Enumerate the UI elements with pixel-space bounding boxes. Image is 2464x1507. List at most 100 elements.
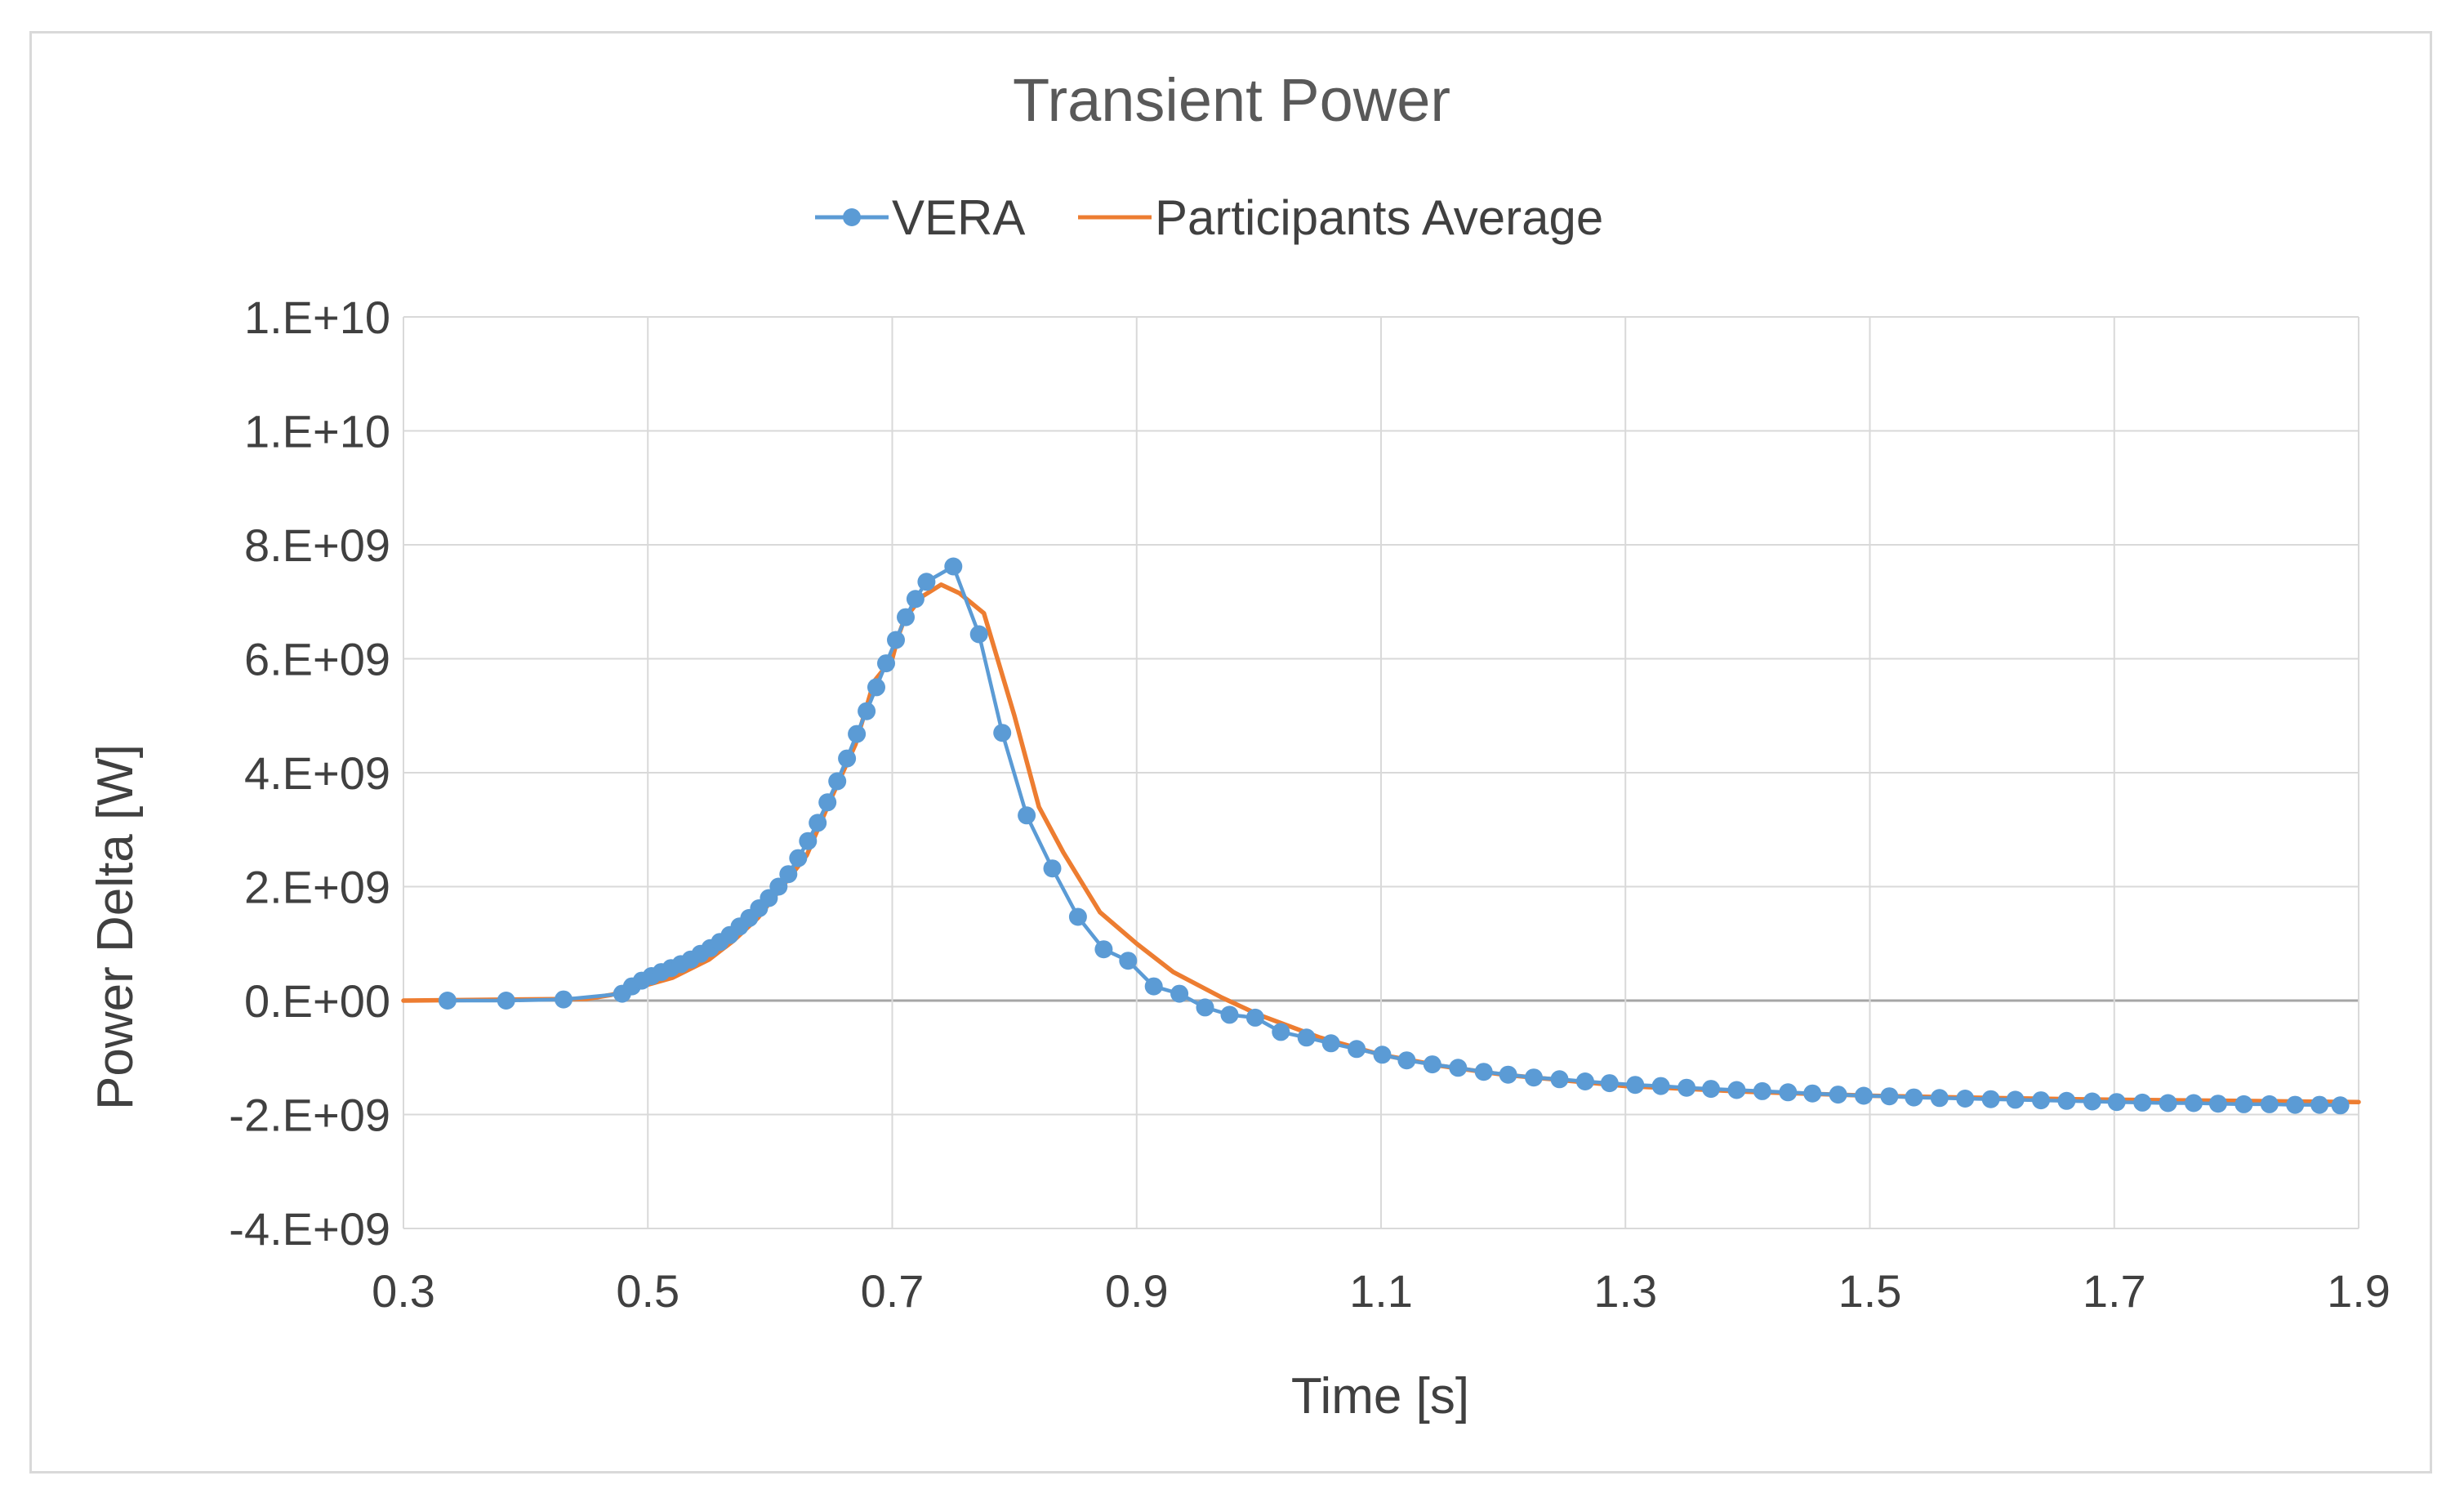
data-point-vera — [2057, 1091, 2076, 1110]
y-tick-label: -4.E+09 — [229, 1203, 390, 1255]
data-point-vera — [438, 992, 457, 1010]
data-point-vera — [1373, 1046, 1392, 1064]
data-point-vera — [818, 793, 837, 812]
chart-title: Transient Power — [1013, 66, 1450, 134]
legend-participants-label: Participants Average — [1155, 190, 1603, 245]
legend: VERA Participants Average — [815, 190, 1603, 245]
data-point-vera — [1245, 1008, 1264, 1027]
data-point-vera — [1170, 984, 1189, 1003]
y-axis-title: Power Delta [W] — [87, 744, 144, 1110]
legend-vera-marker — [843, 208, 861, 226]
data-point-vera — [1702, 1080, 1720, 1099]
data-point-vera — [555, 990, 573, 1009]
data-point-vera — [1525, 1068, 1543, 1087]
legend-vera-label: VERA — [892, 190, 1025, 245]
data-point-vera — [2235, 1095, 2253, 1113]
x-tick-label: 1.1 — [1349, 1265, 1413, 1317]
x-axis-title: Time [s] — [1291, 1368, 1469, 1425]
data-point-vera — [1449, 1059, 1468, 1077]
data-point-vera — [1956, 1090, 1975, 1108]
data-point-vera — [2133, 1093, 2152, 1112]
data-point-vera — [2107, 1093, 2126, 1112]
data-point-vera — [809, 814, 827, 832]
data-point-vera — [2083, 1092, 2101, 1111]
data-point-vera — [1348, 1040, 1366, 1059]
x-tick-label: 0.7 — [861, 1265, 925, 1317]
data-point-vera — [1119, 952, 1138, 970]
chart-frame — [29, 31, 2432, 1474]
data-point-vera — [1575, 1072, 1594, 1090]
data-point-vera — [1272, 1023, 1290, 1041]
data-point-vera — [1196, 998, 1214, 1017]
data-point-vera — [799, 832, 818, 850]
series-line-vera — [445, 564, 2342, 1108]
data-point-vera — [1043, 859, 1062, 878]
data-point-vera — [1626, 1076, 1645, 1095]
data-point-vera — [1981, 1090, 2000, 1108]
x-tick-label: 1.3 — [1593, 1265, 1657, 1317]
data-point-vera — [2310, 1095, 2329, 1114]
series — [401, 557, 2361, 1115]
data-point-vera — [2159, 1094, 2177, 1112]
data-point-vera — [2331, 1096, 2350, 1115]
grid — [403, 316, 2359, 1229]
data-point-vera — [1068, 907, 1087, 926]
y-tick-label: 2.E+09 — [244, 862, 390, 913]
data-point-vera — [1474, 1063, 1493, 1081]
data-point-vera — [1600, 1074, 1619, 1093]
data-point-vera — [2185, 1094, 2203, 1112]
data-point-vera — [1880, 1087, 1899, 1106]
data-point-vera — [497, 992, 515, 1010]
data-point-vera — [993, 724, 1012, 742]
data-point-vera — [1144, 977, 1163, 996]
data-point-vera — [1321, 1034, 1340, 1053]
axes: -4.E+09 -2.E+09 0.E+00 2.E+09 4.E+09 6.E+09 8.… — [229, 292, 2390, 1317]
data-point-vera — [917, 573, 936, 591]
data-point-vera — [897, 608, 915, 626]
data-point-vera — [1220, 1005, 1239, 1024]
data-point-vera — [1905, 1088, 1923, 1107]
data-point-vera — [2006, 1090, 2025, 1109]
data-point-vera — [2032, 1091, 2050, 1110]
x-tick-label: 1.5 — [1838, 1265, 1902, 1317]
data-point-vera — [1779, 1083, 1798, 1102]
data-point-vera — [1018, 806, 1036, 825]
data-point-vera — [779, 865, 798, 884]
x-tick-label: 0.5 — [616, 1265, 679, 1317]
data-point-vera — [769, 877, 788, 896]
data-point-vera — [1753, 1081, 1771, 1100]
data-point-vera — [2208, 1095, 2227, 1113]
data-point-vera — [1803, 1084, 1822, 1103]
data-point-vera — [838, 749, 857, 768]
data-point-vera — [1829, 1086, 1847, 1104]
y-tick-label: 4.E+09 — [244, 747, 390, 799]
data-point-vera — [906, 590, 925, 609]
x-tick-label: 0.9 — [1105, 1265, 1169, 1317]
data-point-vera — [1855, 1086, 1873, 1105]
data-point-vera — [1550, 1070, 1569, 1089]
data-point-vera — [877, 654, 895, 673]
data-point-vera — [1297, 1028, 1316, 1047]
data-point-vera — [1727, 1081, 1746, 1099]
data-point-vera — [887, 631, 905, 649]
data-point-vera — [944, 557, 963, 576]
data-point-vera — [1397, 1051, 1416, 1070]
data-point-vera — [1930, 1089, 1949, 1108]
data-point-vera — [1678, 1078, 1696, 1097]
data-point-vera — [867, 678, 885, 697]
data-point-vera — [1651, 1077, 1670, 1095]
data-point-vera — [1499, 1065, 1517, 1084]
data-point-vera — [2286, 1095, 2305, 1114]
data-point-vera — [2260, 1095, 2279, 1113]
data-point-vera — [848, 725, 867, 743]
y-tick-label: 8.E+09 — [244, 519, 390, 571]
data-point-vera — [789, 849, 808, 867]
y-tick-label: 1.E+10 — [244, 406, 390, 457]
y-tick-label: 0.E+00 — [244, 975, 390, 1027]
data-point-vera — [1094, 940, 1113, 959]
data-point-vera — [828, 772, 847, 791]
data-point-vera — [858, 702, 876, 720]
x-tick-label: 1.7 — [2083, 1265, 2146, 1317]
data-point-vera — [1423, 1055, 1441, 1074]
